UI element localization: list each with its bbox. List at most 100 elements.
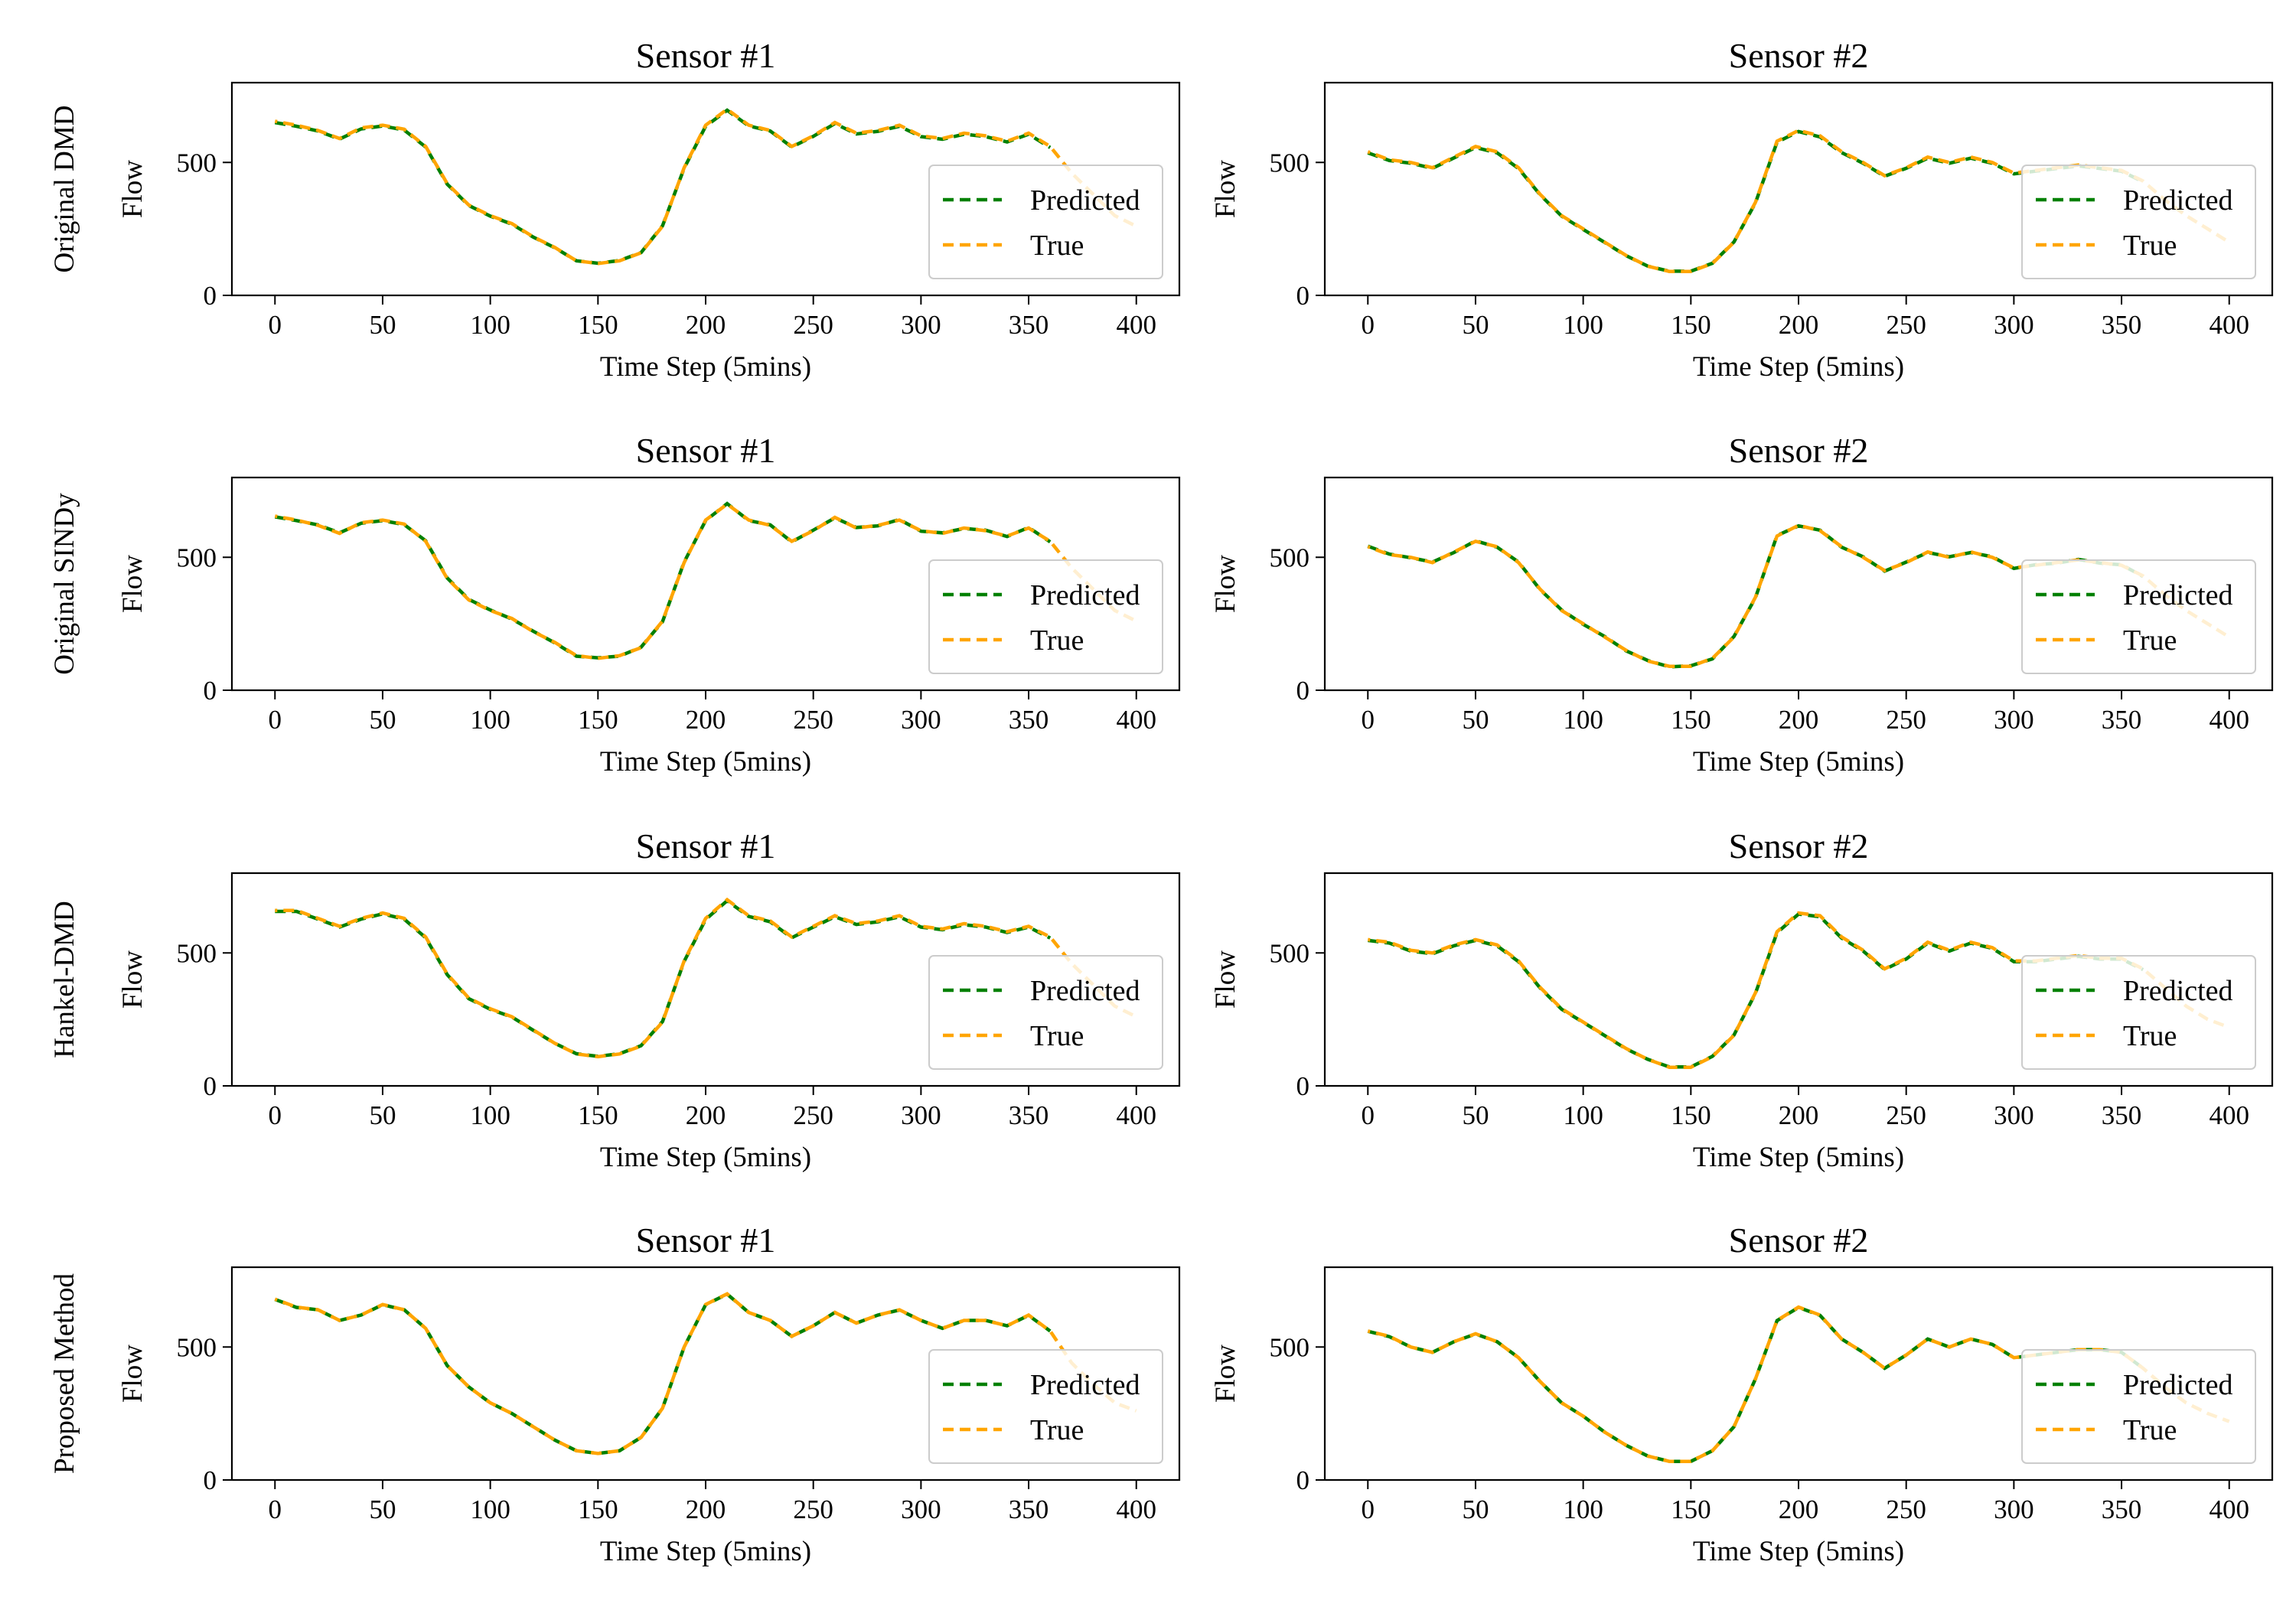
x-tick-label: 200: [686, 1100, 726, 1130]
x-tick-label: 350: [2102, 705, 2142, 735]
series-predicted-line: [274, 108, 1052, 266]
x-tick-label: 200: [1779, 1495, 1819, 1524]
x-tick-label: 200: [686, 705, 726, 735]
x-tick-label: 200: [686, 1495, 726, 1524]
x-tick-label: 400: [1116, 705, 1156, 735]
legend-box: [928, 955, 1163, 1070]
x-tick-label: 350: [1009, 310, 1049, 340]
series-true-line: [274, 1292, 1137, 1455]
x-tick-label: 0: [269, 310, 282, 340]
x-tick-label: 300: [901, 1100, 941, 1130]
x-tick-label: 150: [578, 705, 618, 735]
y-axis-label: Flow: [1210, 555, 1241, 613]
x-tick-label: 400: [2209, 705, 2249, 735]
subplot-title: Sensor #1: [636, 431, 776, 470]
legend-predicted-label: Predicted: [1030, 975, 1140, 1007]
x-axis-label: Time Step (5mins): [600, 1142, 811, 1173]
y-tick-label: 0: [1296, 281, 1310, 311]
y-tick-label: 500: [177, 148, 217, 178]
x-tick-label: 350: [1009, 1495, 1049, 1524]
legend: Predicted True: [928, 1349, 1163, 1464]
x-tick-label: 150: [1671, 1495, 1711, 1524]
x-tick-label: 300: [901, 310, 941, 340]
subplot-title: Sensor #2: [1729, 36, 1869, 75]
legend-true-label: True: [2123, 1020, 2177, 1052]
y-tick-label: 500: [177, 1332, 217, 1362]
legend-box: [2021, 559, 2256, 674]
y-tick-label: 0: [1296, 1071, 1310, 1101]
series-predicted-line: [1367, 523, 2144, 669]
series-predicted-line: [274, 501, 1052, 660]
subplot-title: Sensor #1: [636, 826, 776, 865]
y-tick-label: 500: [1270, 938, 1310, 968]
x-tick-label: 300: [1994, 310, 2034, 340]
x-tick-label: 150: [578, 310, 618, 340]
x-axis-label: Time Step (5mins): [600, 1536, 811, 1567]
series-true-line: [274, 107, 1137, 266]
row-label: Original SINDy: [49, 493, 80, 675]
axes-frame: [230, 1266, 1181, 1482]
legend: Predicted True: [2021, 955, 2256, 1070]
subplot-r1-c1: Sensor #1 0 50 100 150 200 250 300 350 400 0 500 Tim…: [49, 36, 1181, 383]
y-axis-label: Flow: [117, 950, 148, 1009]
legend: Predicted True: [928, 955, 1163, 1070]
axes-frame: [1323, 476, 2274, 692]
x-tick-label: 0: [1362, 705, 1375, 735]
x-tick-label: 150: [578, 1100, 618, 1130]
subplot-title: Sensor #1: [636, 36, 776, 75]
x-tick-label: 100: [1563, 705, 1603, 735]
legend: Predicted True: [2021, 559, 2256, 674]
legend-true-label: True: [1030, 624, 1084, 657]
x-tick-label: 350: [2102, 1100, 2142, 1130]
legend-true-label: True: [1030, 230, 1084, 262]
x-tick-label: 150: [1671, 1100, 1711, 1130]
subplot-r2-c1: Sensor #1 0 50 100 150 200 250 300 350 400 0 500 Tim…: [49, 431, 1181, 777]
x-tick-label: 300: [901, 705, 941, 735]
x-tick-label: 150: [1671, 310, 1711, 340]
x-tick-label: 400: [2209, 310, 2249, 340]
y-axis-label: Flow: [117, 1345, 148, 1403]
row-label: Hankel-DMD: [49, 901, 80, 1058]
row-label: Original DMD: [49, 106, 80, 273]
x-tick-label: 200: [686, 310, 726, 340]
x-tick-label: 0: [1362, 310, 1375, 340]
y-axis-label: Flow: [1210, 160, 1241, 218]
y-tick-label: 500: [1270, 1332, 1310, 1362]
y-tick-label: 500: [177, 938, 217, 968]
x-tick-label: 350: [1009, 1100, 1049, 1130]
axes-frame: [230, 476, 1181, 692]
x-tick-label: 50: [369, 1100, 396, 1130]
series-true-line: [275, 897, 1137, 1059]
y-tick-label: 500: [177, 543, 217, 572]
x-tick-label: 300: [1994, 705, 2034, 735]
series-true-line: [274, 502, 1137, 660]
series-predicted-line: [275, 898, 1052, 1058]
legend-predicted-label: Predicted: [1030, 184, 1140, 217]
axes-frame: [230, 81, 1181, 297]
legend-predicted-label: Predicted: [2123, 579, 2233, 611]
subplot-r4-c2: Sensor #2 0 50 100 150 200 250 300 350 400 0 500 Tim…: [1210, 1221, 2274, 1567]
axes-frame: [230, 872, 1181, 1087]
x-tick-label: 400: [2209, 1495, 2249, 1524]
x-tick-label: 50: [1462, 705, 1489, 735]
subplot-r1-c2: Sensor #2 0 50 100 150 200 250 300 350 400 0 500 Tim…: [1210, 36, 2274, 383]
x-tick-label: 50: [369, 1495, 396, 1524]
legend-box: [2021, 165, 2256, 279]
legend-true-label: True: [2123, 230, 2177, 262]
x-tick-label: 0: [269, 705, 282, 735]
x-tick-label: 300: [1994, 1100, 2034, 1130]
x-tick-label: 100: [470, 1495, 510, 1524]
subplot-title: Sensor #1: [636, 1221, 776, 1260]
y-tick-label: 500: [1270, 543, 1310, 572]
legend: Predicted True: [2021, 165, 2256, 279]
x-tick-label: 0: [1362, 1100, 1375, 1130]
x-tick-label: 350: [2102, 310, 2142, 340]
x-tick-label: 250: [1886, 1100, 1926, 1130]
y-tick-label: 0: [1296, 1465, 1310, 1495]
subplot-title: Sensor #2: [1729, 826, 1869, 865]
x-tick-label: 350: [1009, 705, 1049, 735]
x-tick-label: 250: [1886, 310, 1926, 340]
x-tick-label: 250: [793, 705, 833, 735]
x-tick-label: 100: [1563, 1495, 1603, 1524]
y-axis-label: Flow: [1210, 1345, 1241, 1403]
